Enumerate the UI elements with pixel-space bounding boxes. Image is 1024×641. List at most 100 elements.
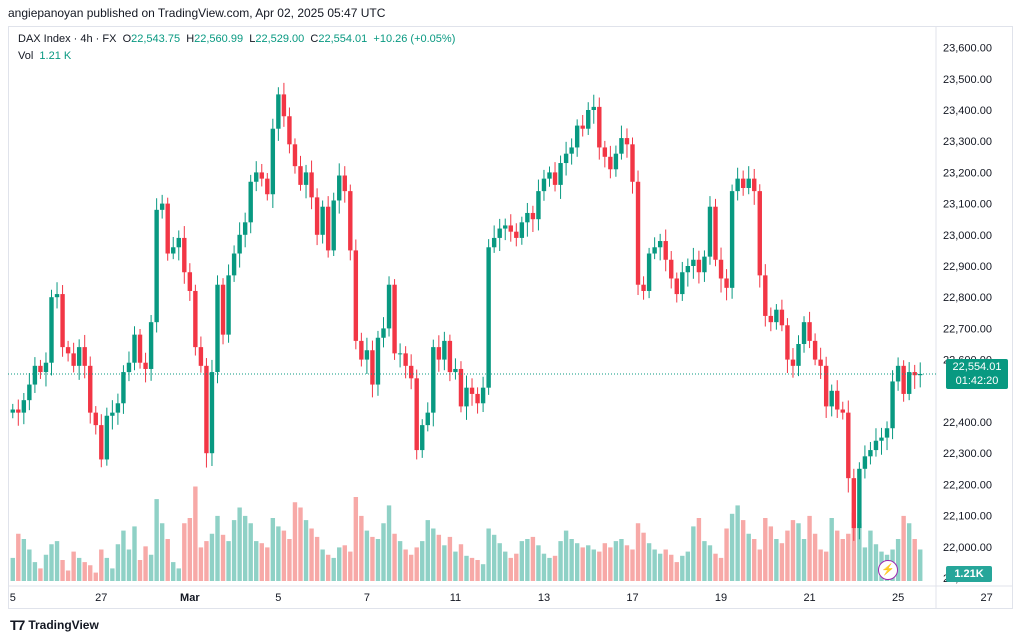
volume-bar bbox=[453, 551, 458, 581]
close-label: C bbox=[310, 33, 319, 45]
candle-body bbox=[215, 284, 220, 373]
candle-body bbox=[359, 340, 364, 360]
volume-bar bbox=[574, 543, 580, 581]
volume-bar bbox=[818, 549, 823, 581]
volume-bar bbox=[420, 541, 425, 581]
candle-body bbox=[774, 309, 779, 323]
candle-body bbox=[536, 191, 541, 220]
low-label: L bbox=[249, 33, 256, 45]
volume-bar bbox=[375, 539, 381, 581]
candle-body bbox=[220, 284, 226, 335]
volume-bar bbox=[403, 549, 408, 581]
low-value: 22,529.00 bbox=[255, 33, 305, 45]
price-tick-label: 23,600.00 bbox=[943, 43, 992, 55]
candle-body bbox=[669, 259, 674, 279]
candle-body bbox=[663, 241, 668, 260]
candle-body bbox=[624, 138, 630, 145]
candle-body bbox=[552, 172, 558, 185]
price-tick-label: 22,200.00 bbox=[943, 479, 992, 491]
volume-bar bbox=[171, 562, 176, 581]
volume-bar bbox=[237, 507, 242, 581]
volume-bar bbox=[364, 530, 370, 581]
candle-body bbox=[785, 325, 790, 360]
volume-bar bbox=[281, 530, 287, 581]
volume-bar bbox=[641, 532, 646, 581]
candle-body bbox=[176, 237, 181, 248]
candle-body bbox=[514, 231, 519, 238]
candle-body bbox=[436, 347, 442, 360]
candle-body bbox=[740, 178, 746, 188]
candle-body bbox=[254, 172, 259, 182]
candle-body bbox=[597, 106, 602, 148]
volume-bar bbox=[154, 499, 159, 581]
candle-body bbox=[375, 337, 381, 385]
candle-body bbox=[491, 237, 497, 248]
volume-bar bbox=[624, 545, 630, 581]
candle-body bbox=[829, 390, 834, 407]
price-tick-label: 22,700.00 bbox=[943, 323, 992, 335]
candle-body bbox=[231, 253, 237, 276]
candle-body bbox=[121, 372, 126, 404]
candle-body bbox=[204, 365, 209, 454]
candle-body bbox=[591, 106, 596, 110]
candle-body bbox=[685, 266, 691, 273]
volume-bar bbox=[143, 546, 148, 581]
candle-body bbox=[895, 365, 901, 382]
price-tick-label: 22,900.00 bbox=[943, 261, 992, 273]
candle-body bbox=[88, 365, 93, 413]
candle-body bbox=[480, 387, 486, 404]
candle-body bbox=[309, 172, 314, 198]
candlestick-chart[interactable]: 23,600.00 23,500.00 23,400.00 23,300.00 23,2… bbox=[8, 26, 1013, 609]
volume-bar bbox=[862, 547, 868, 581]
candle-body bbox=[884, 428, 890, 438]
volume-label: Vol bbox=[18, 50, 34, 62]
price-tick-label: 23,400.00 bbox=[943, 105, 992, 117]
volume-bar bbox=[563, 530, 569, 581]
time-tick-label: 5 bbox=[10, 592, 16, 604]
volume-bar bbox=[425, 520, 430, 581]
price-tick-label: 23,300.00 bbox=[943, 136, 992, 148]
volume-bar bbox=[397, 541, 403, 581]
symbol-label[interactable]: DAX Index · 4h · FX bbox=[18, 33, 117, 45]
volume-bar bbox=[137, 560, 143, 581]
candle-body bbox=[165, 203, 170, 254]
candle-body bbox=[674, 278, 679, 295]
volume-bar bbox=[807, 515, 812, 581]
volume-bar bbox=[635, 523, 641, 581]
volume-bar bbox=[309, 528, 314, 581]
candle-body bbox=[381, 328, 386, 338]
candle-body bbox=[38, 365, 43, 373]
candle-body bbox=[342, 175, 347, 192]
time-tick-label: 17 bbox=[626, 592, 638, 604]
candle-body bbox=[823, 365, 829, 407]
volume-bar bbox=[674, 562, 679, 581]
volume-bar bbox=[292, 502, 298, 581]
price-tick-label: 22,800.00 bbox=[943, 292, 992, 304]
volume-bar bbox=[298, 507, 303, 581]
volume-bar bbox=[646, 543, 652, 581]
candle-body bbox=[115, 403, 121, 413]
time-tick-label: 21 bbox=[803, 592, 815, 604]
candle-body bbox=[851, 478, 857, 529]
volume-bar bbox=[812, 533, 818, 581]
time-tick-label: 27 bbox=[981, 592, 993, 604]
volume-bar bbox=[226, 541, 231, 581]
volume-bar bbox=[265, 547, 270, 581]
volume-bar bbox=[76, 557, 82, 581]
volume-bar bbox=[851, 512, 857, 581]
candle-body bbox=[453, 368, 458, 373]
volume-bar bbox=[906, 523, 912, 581]
candle-body bbox=[248, 181, 253, 223]
time-tick-label: Mar bbox=[180, 592, 200, 604]
volume-bar bbox=[359, 515, 364, 581]
candle-body bbox=[807, 322, 812, 341]
candle-body bbox=[680, 272, 685, 295]
volume-bar bbox=[464, 555, 469, 581]
volume-bar bbox=[21, 539, 27, 581]
flash-icon[interactable]: ⚡ bbox=[878, 560, 898, 580]
candle-body bbox=[801, 322, 807, 344]
candle-body bbox=[752, 178, 757, 192]
footer-brand: T7 TradingView bbox=[10, 617, 99, 633]
volume-bar bbox=[348, 551, 353, 581]
volume-bar bbox=[159, 523, 165, 581]
